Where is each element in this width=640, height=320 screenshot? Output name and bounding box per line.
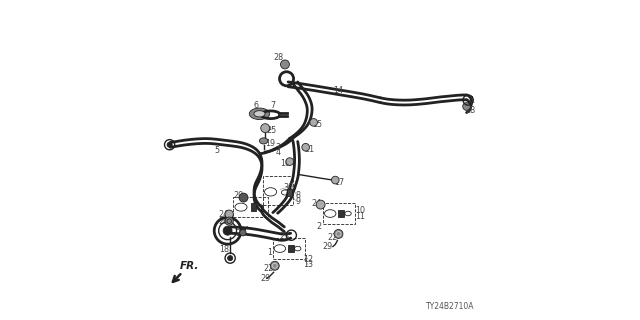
Bar [234,197,268,217]
Text: 6: 6 [253,101,258,110]
Text: 9: 9 [296,197,301,206]
Circle shape [240,229,246,236]
Bar [339,210,344,217]
Text: 4: 4 [275,148,280,157]
Text: 30: 30 [283,183,293,192]
Text: 21: 21 [305,145,315,154]
Text: 15: 15 [312,120,323,129]
Circle shape [316,200,325,209]
Circle shape [260,124,269,132]
Text: 2: 2 [317,222,322,231]
Bar [288,245,294,252]
Text: FR.: FR. [180,261,199,271]
Bar [262,176,293,204]
Circle shape [334,229,343,238]
Text: 1: 1 [267,248,272,257]
Text: 22: 22 [263,264,273,274]
Text: 20: 20 [234,191,244,200]
Text: 1: 1 [469,96,474,105]
Text: 29: 29 [260,274,270,283]
Text: 8: 8 [296,191,301,200]
Ellipse shape [254,111,265,117]
Text: 3: 3 [275,143,280,152]
Text: 29: 29 [323,242,333,251]
Circle shape [228,256,233,261]
Circle shape [302,143,310,151]
Circle shape [332,176,339,184]
Text: 22: 22 [328,233,338,242]
Bar [250,203,256,211]
Text: 11: 11 [355,212,365,221]
Ellipse shape [249,108,269,120]
Circle shape [270,261,279,270]
Text: 10: 10 [355,206,365,215]
Circle shape [286,158,294,165]
Circle shape [223,226,232,235]
Text: 13: 13 [303,260,313,269]
Circle shape [225,210,234,218]
Text: 12: 12 [303,255,313,264]
Text: 27: 27 [236,229,246,238]
Text: TY24B2710A: TY24B2710A [426,302,474,311]
Text: 17: 17 [334,179,344,188]
Bar [273,238,305,259]
Text: 7: 7 [270,101,275,110]
Circle shape [167,142,172,147]
Text: 24: 24 [219,210,229,219]
Circle shape [225,217,234,225]
Text: 28: 28 [273,53,283,62]
Text: 28: 28 [465,107,476,116]
Circle shape [310,119,317,126]
Text: 5: 5 [214,146,219,155]
Text: 24: 24 [311,198,321,207]
Text: 18: 18 [219,245,228,254]
Text: 26: 26 [219,217,229,226]
Text: 16: 16 [280,159,290,168]
Text: 23: 23 [279,232,289,241]
Circle shape [239,193,248,202]
Bar [323,203,355,224]
Circle shape [280,60,289,69]
Circle shape [463,103,470,110]
Text: 14: 14 [333,86,344,95]
Text: 25: 25 [266,125,276,134]
Text: 2: 2 [228,216,234,225]
Text: 19: 19 [265,139,275,148]
Ellipse shape [259,138,268,144]
Bar [287,189,292,196]
